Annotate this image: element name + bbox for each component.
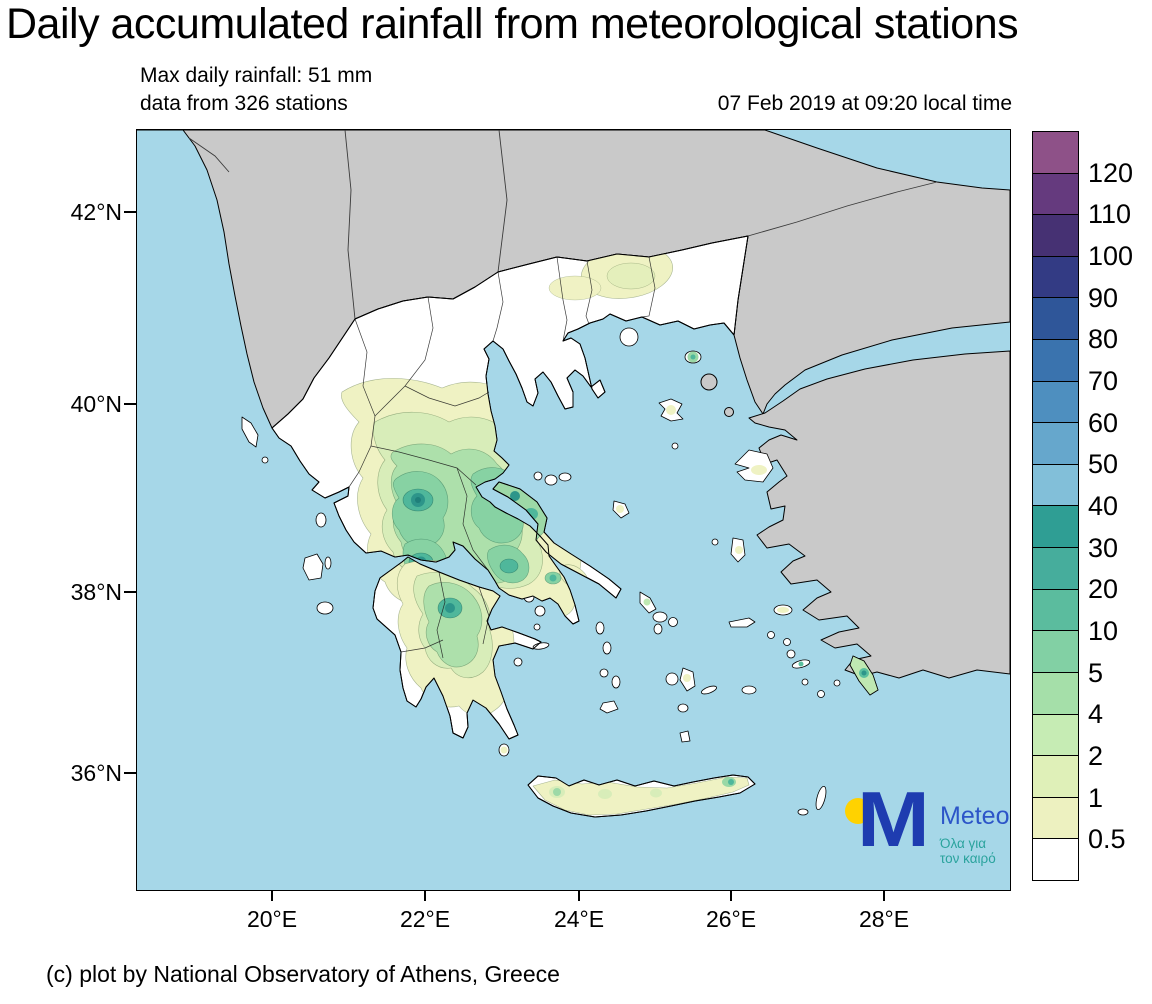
colorbar-segment (1033, 422, 1078, 464)
lon-label-28e: 28°E (858, 906, 910, 932)
colorbar-label: 4 (1088, 699, 1104, 730)
colorbar-segment (1033, 838, 1078, 880)
logo-tagline: Όλα για τον καιρό (940, 836, 996, 866)
colorbar-label: 110 (1088, 199, 1132, 230)
colorbar-label: 30 (1088, 532, 1119, 563)
colorbar-segment (1033, 713, 1078, 756)
colorbar-label: 50 (1088, 449, 1119, 480)
colorbar-segment (1033, 132, 1078, 173)
colorbar-label: 20 (1088, 574, 1119, 605)
lat-tick (124, 403, 136, 405)
colorbar-segment (1033, 547, 1078, 589)
colorbar-segment (1033, 255, 1078, 298)
map-figure (136, 129, 1011, 891)
gokceada-island (700, 373, 718, 391)
max-rainfall-text: Max daily rainfall: 51 mm (140, 64, 373, 87)
logo-m-icon: M (857, 775, 930, 863)
lon-label-20e: 20°E (246, 906, 298, 932)
lat-tick (124, 591, 136, 593)
lat-label-40n: 40°N (70, 391, 122, 417)
page-title: Daily accumulated rainfall from meteorol… (6, 0, 1019, 48)
logo-brand-text: Meteo (940, 802, 1010, 830)
colorbar-segment (1033, 172, 1078, 215)
colorbar-segment (1033, 796, 1078, 839)
lat-label-38n: 38°N (70, 579, 122, 605)
logo-tagline-line1: Όλα για (940, 836, 987, 851)
lon-label-26e: 26°E (705, 906, 757, 932)
greek-islands (241, 327, 879, 816)
lat-label-42n: 42°N (70, 199, 122, 225)
neighbor-countries (137, 130, 1010, 679)
datetime-text: 07 Feb 2019 at 09:20 local time (717, 92, 1012, 115)
colorbar (1032, 131, 1079, 881)
footer-credit: (c) plot by National Observatory of Athe… (46, 961, 560, 987)
colorbar-label: 120 (1088, 157, 1134, 188)
district-borders (348, 256, 656, 659)
colorbar-segment (1033, 588, 1078, 631)
colorbar-label: 80 (1088, 324, 1119, 355)
colorbar-label: 70 (1088, 366, 1119, 396)
colorbar-label: 0.5 (1088, 824, 1126, 855)
colorbar-label: 100 (1088, 241, 1134, 271)
colorbar-segment (1033, 339, 1078, 381)
lon-tick (730, 891, 732, 901)
colorbar-label: 10 (1088, 616, 1119, 646)
colorbar-segment (1033, 380, 1078, 423)
anatolia-land (748, 350, 1010, 679)
lat-label-36n: 36°N (70, 760, 122, 786)
colorbar-segment (1033, 671, 1078, 714)
lat-tick (124, 772, 136, 774)
colorbar-label: 1 (1088, 782, 1104, 813)
neighbor-borders (188, 130, 938, 320)
colorbar-segment (1033, 755, 1078, 797)
colorbar-segment (1033, 297, 1078, 340)
colorbar-segment (1033, 505, 1078, 548)
logo-dot-icon (845, 798, 871, 824)
colorbar-segment (1033, 463, 1078, 506)
lon-label-24e: 24°E (553, 906, 605, 932)
island-rainfall (500, 351, 879, 754)
colorbar-labels: 120 110 100 90 80 70 60 50 40 30 20 10 5 4 2 1 0.5 (1088, 131, 1152, 879)
lon-tick (424, 891, 426, 901)
colorbar-label: 90 (1088, 282, 1119, 313)
colorbar-label: 2 (1088, 741, 1104, 771)
lon-tick (578, 891, 580, 901)
bozcaada-island (724, 407, 734, 417)
colorbar-segment (1033, 630, 1078, 672)
lat-tick (124, 211, 136, 213)
stations-count-text: data from 326 stations (140, 92, 348, 115)
colorbar-segment (1033, 214, 1078, 256)
logo-tagline-line2: τον καιρό (940, 851, 996, 866)
map-canvas (137, 130, 1010, 890)
colorbar-label: 60 (1088, 407, 1119, 438)
lon-tick (271, 891, 273, 901)
lon-label-22e: 22°E (399, 906, 451, 932)
colorbar-label: 5 (1088, 657, 1104, 688)
lon-tick (883, 891, 885, 901)
colorbar-label: 40 (1088, 491, 1119, 521)
meteo-logo: M Meteo Όλα για τον καιρό (843, 776, 1018, 874)
